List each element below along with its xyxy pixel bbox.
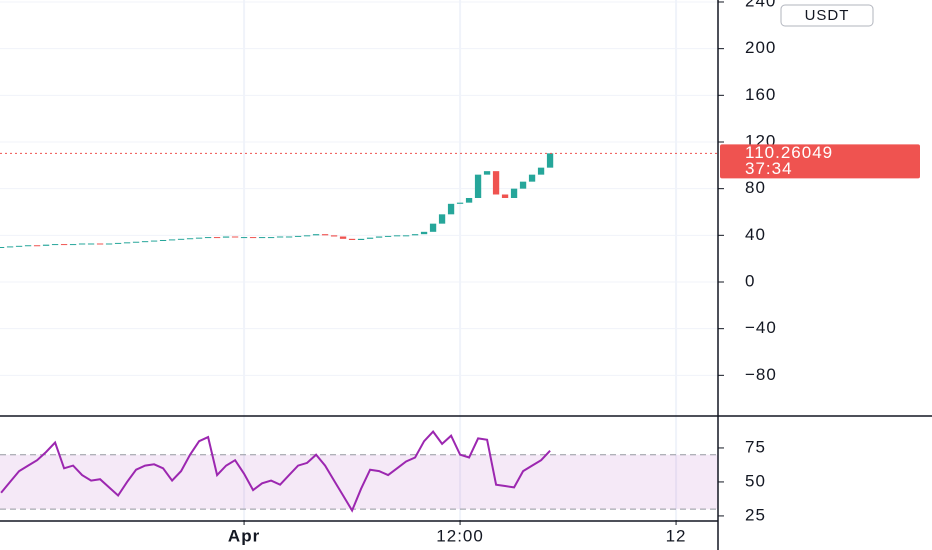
candle bbox=[276, 236, 284, 238]
currency-badge[interactable] bbox=[780, 4, 874, 27]
candle bbox=[33, 245, 41, 247]
x-tick-label: Apr bbox=[228, 526, 260, 545]
y-tick-label: 0 bbox=[745, 271, 755, 290]
candle bbox=[456, 202, 464, 204]
candle bbox=[375, 236, 383, 238]
candle bbox=[213, 237, 221, 239]
candle bbox=[24, 245, 32, 247]
candle bbox=[96, 243, 104, 245]
candle bbox=[483, 171, 491, 175]
candle bbox=[411, 234, 419, 236]
candle bbox=[132, 241, 140, 243]
y-tick-label: 80 bbox=[745, 178, 766, 197]
candle bbox=[528, 174, 536, 182]
candle bbox=[15, 245, 23, 247]
candle bbox=[222, 236, 230, 238]
rsi-tick-label: 75 bbox=[745, 437, 766, 456]
candle bbox=[186, 238, 194, 240]
x-tick-label: 12 bbox=[666, 526, 687, 545]
y-tick-label: 40 bbox=[745, 225, 766, 244]
candle bbox=[0, 246, 5, 248]
candle bbox=[168, 239, 176, 241]
candle bbox=[420, 231, 428, 235]
candle bbox=[384, 235, 392, 237]
candle bbox=[402, 235, 410, 237]
y-tick-label: 240 bbox=[745, 0, 776, 10]
candle bbox=[492, 171, 500, 195]
candle bbox=[519, 181, 527, 189]
candle bbox=[546, 153, 554, 168]
candle bbox=[60, 244, 68, 246]
candle bbox=[150, 240, 158, 242]
currency-label[interactable]: USDT bbox=[805, 7, 850, 24]
candle bbox=[474, 174, 482, 198]
candle bbox=[357, 238, 365, 240]
candle bbox=[249, 237, 257, 239]
plot bbox=[0, 152, 718, 513]
last-price-label: 110.26049 bbox=[745, 143, 833, 162]
y-tick-label: −80 bbox=[745, 365, 777, 384]
candle bbox=[51, 244, 59, 246]
candle bbox=[366, 237, 374, 239]
candle bbox=[438, 214, 446, 224]
candle bbox=[123, 242, 131, 244]
candle bbox=[267, 237, 275, 239]
last-price-badge bbox=[720, 144, 920, 179]
candle bbox=[195, 237, 203, 239]
candle bbox=[240, 237, 248, 239]
candle bbox=[258, 237, 266, 239]
candle bbox=[348, 238, 356, 240]
candle bbox=[78, 243, 86, 245]
candle bbox=[303, 235, 311, 237]
candle bbox=[510, 188, 518, 198]
candle bbox=[339, 236, 347, 239]
candle bbox=[114, 242, 122, 244]
y-tick-label: 160 bbox=[745, 85, 776, 104]
candle bbox=[231, 236, 239, 238]
candle bbox=[321, 234, 329, 236]
candle bbox=[6, 246, 14, 248]
rsi-line bbox=[0, 430, 551, 513]
candle bbox=[447, 203, 455, 215]
candle bbox=[87, 243, 95, 245]
candle bbox=[105, 243, 113, 245]
candle bbox=[465, 197, 473, 203]
countdown-label: 37:34 bbox=[745, 159, 793, 178]
x-tick-label: 12:00 bbox=[436, 526, 484, 545]
y-tick-label: 200 bbox=[745, 38, 776, 57]
candle bbox=[42, 244, 50, 246]
candle bbox=[312, 234, 320, 236]
grid bbox=[0, 0, 718, 520]
candle bbox=[285, 236, 293, 238]
candle bbox=[141, 241, 149, 243]
candle bbox=[429, 223, 437, 232]
candle bbox=[204, 237, 212, 239]
rsi-tick-label: 25 bbox=[745, 505, 766, 524]
candle bbox=[159, 239, 167, 241]
candle bbox=[177, 238, 185, 240]
candle bbox=[330, 235, 338, 237]
candle bbox=[294, 235, 302, 237]
candle bbox=[537, 167, 545, 175]
candle bbox=[501, 194, 509, 198]
y-tick-label: −40 bbox=[745, 318, 777, 337]
rsi-tick-label: 50 bbox=[745, 471, 766, 490]
rsi-band bbox=[0, 454, 718, 510]
candle bbox=[69, 244, 77, 246]
candle bbox=[393, 235, 401, 237]
